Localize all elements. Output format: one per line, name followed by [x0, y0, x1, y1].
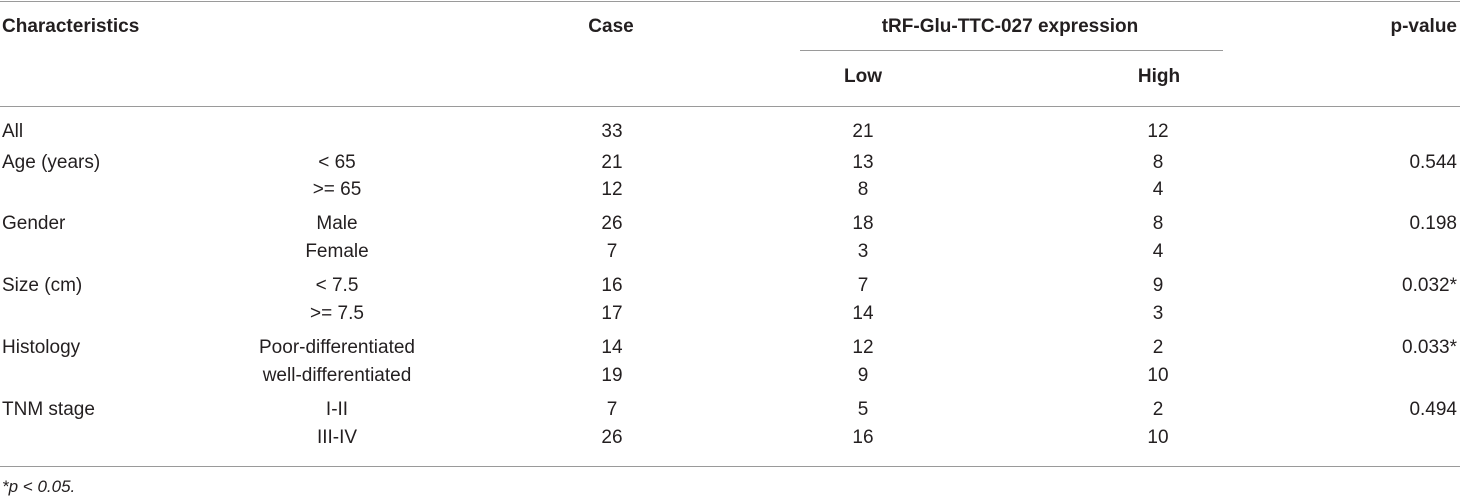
row-low: 13: [852, 152, 874, 173]
row-low: 21: [852, 121, 874, 142]
row-low: 3: [857, 241, 869, 262]
row-sublabel: < 65: [318, 152, 356, 173]
row-low: 18: [852, 213, 874, 234]
header-pvalue: p-value: [1390, 16, 1457, 37]
row-low: 5: [857, 399, 869, 420]
header-case: Case: [588, 16, 634, 37]
row-high: 2: [1152, 399, 1164, 420]
header-characteristics: Characteristics: [2, 16, 140, 37]
row-pvalue: 0.544: [1409, 152, 1457, 173]
row-low: 9: [857, 365, 869, 386]
row-case: 26: [601, 427, 623, 448]
row-label: Gender: [2, 213, 66, 234]
row-high: 9: [1152, 275, 1164, 296]
row-high: 4: [1152, 179, 1164, 200]
header-bottom-rule: [0, 106, 1460, 107]
row-case: 16: [601, 275, 623, 296]
row-high: 10: [1147, 427, 1169, 448]
row-sublabel: < 7.5: [315, 275, 359, 296]
row-pvalue: 0.494: [1409, 399, 1457, 420]
row-case: 7: [606, 399, 618, 420]
row-sublabel: >= 65: [312, 179, 362, 200]
row-low: 7: [857, 275, 869, 296]
row-case: 33: [601, 121, 623, 142]
row-sublabel: Male: [316, 213, 358, 234]
header-high: High: [1137, 66, 1181, 87]
header-expression-group: tRF-Glu-TTC-027 expression: [881, 16, 1139, 37]
row-high: 3: [1152, 303, 1164, 324]
row-case: 17: [601, 303, 623, 324]
row-low: 14: [852, 303, 874, 324]
row-label: All: [2, 121, 24, 142]
row-low: 8: [857, 179, 869, 200]
bottom-rule: [0, 466, 1460, 467]
row-high: 8: [1152, 152, 1164, 173]
row-sublabel: Poor-differentiated: [259, 337, 415, 358]
row-sublabel: >= 7.5: [310, 303, 364, 324]
top-rule: [0, 1, 1460, 2]
row-high: 12: [1147, 121, 1169, 142]
row-label: Histology: [2, 337, 81, 358]
row-pvalue: 0.032*: [1402, 275, 1457, 296]
row-sublabel: III-IV: [316, 427, 358, 448]
row-case: 19: [601, 365, 623, 386]
row-case: 12: [601, 179, 623, 200]
row-label: Age (years): [2, 152, 101, 173]
row-sublabel: well-differentiated: [262, 365, 412, 386]
row-high: 10: [1147, 365, 1169, 386]
row-high: 2: [1152, 337, 1164, 358]
table-footnote: *p < 0.05.: [2, 477, 76, 496]
expression-group-rule: [800, 50, 1223, 51]
row-sublabel: Female: [305, 241, 369, 262]
row-label: TNM stage: [2, 399, 95, 420]
row-high: 8: [1152, 213, 1164, 234]
row-low: 16: [852, 427, 874, 448]
row-case: 14: [601, 337, 623, 358]
row-case: 7: [606, 241, 618, 262]
row-case: 26: [601, 213, 623, 234]
row-pvalue: 0.198: [1409, 213, 1457, 234]
row-label: Size (cm): [2, 275, 83, 296]
row-case: 21: [601, 152, 623, 173]
row-high: 4: [1152, 241, 1164, 262]
row-low: 12: [852, 337, 874, 358]
row-pvalue: 0.033*: [1402, 337, 1457, 358]
header-low: Low: [844, 66, 882, 87]
row-sublabel: I-II: [325, 399, 349, 420]
